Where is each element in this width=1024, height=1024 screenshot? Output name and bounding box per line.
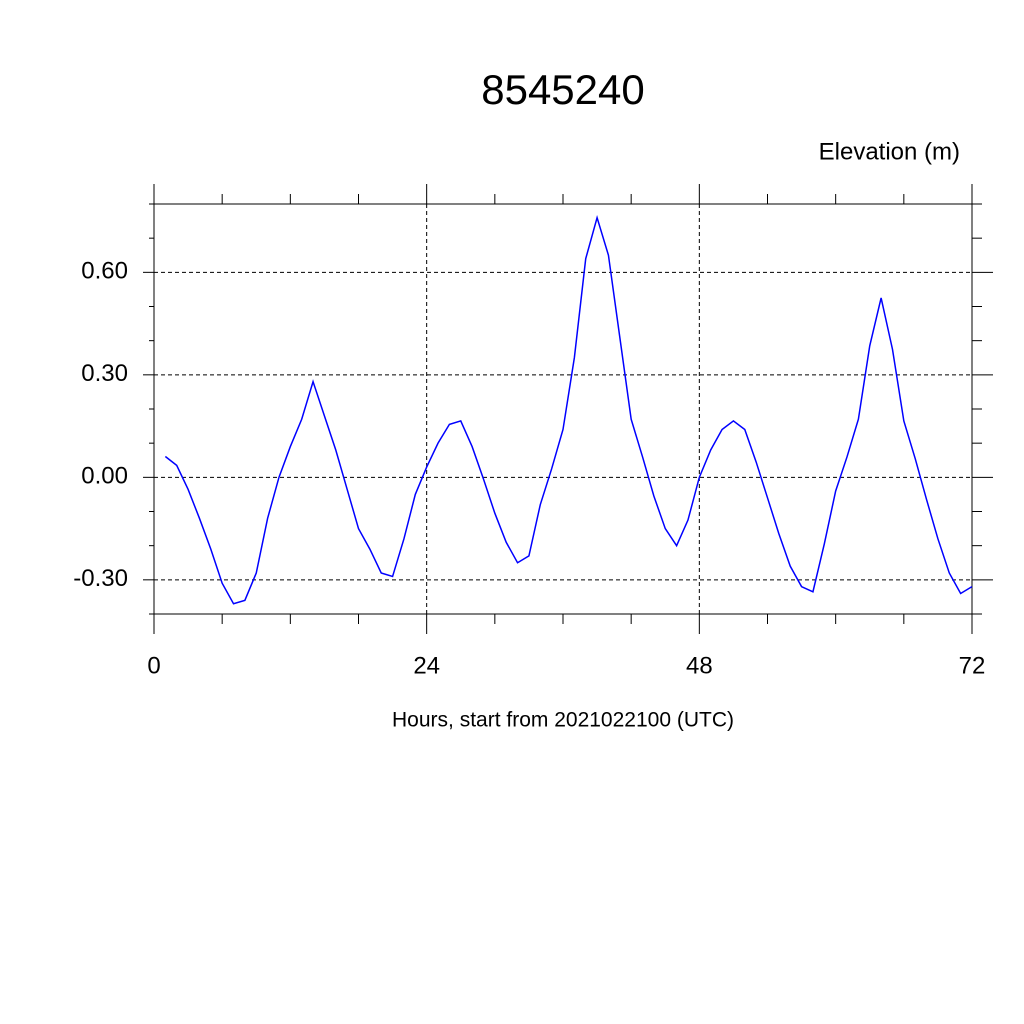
- data-line: [164, 214, 973, 605]
- x-tick-label: 0: [147, 652, 160, 679]
- x-tick-label: 72: [959, 652, 986, 679]
- y-tick-label: -0.30: [73, 565, 128, 592]
- y-tick-label: 0.00: [81, 463, 128, 490]
- plot-frame: [153, 203, 973, 615]
- y-tick-label: 0.30: [81, 360, 128, 387]
- x-tick-label: 24: [413, 652, 440, 679]
- subtitle: Elevation (m): [819, 138, 960, 165]
- y-tick-label: 0.60: [81, 258, 128, 285]
- chart-title: 8545240: [481, 66, 645, 113]
- x-axis-label: Hours, start from 2021022100 (UTC): [392, 709, 734, 732]
- x-tick-label: 48: [686, 652, 713, 679]
